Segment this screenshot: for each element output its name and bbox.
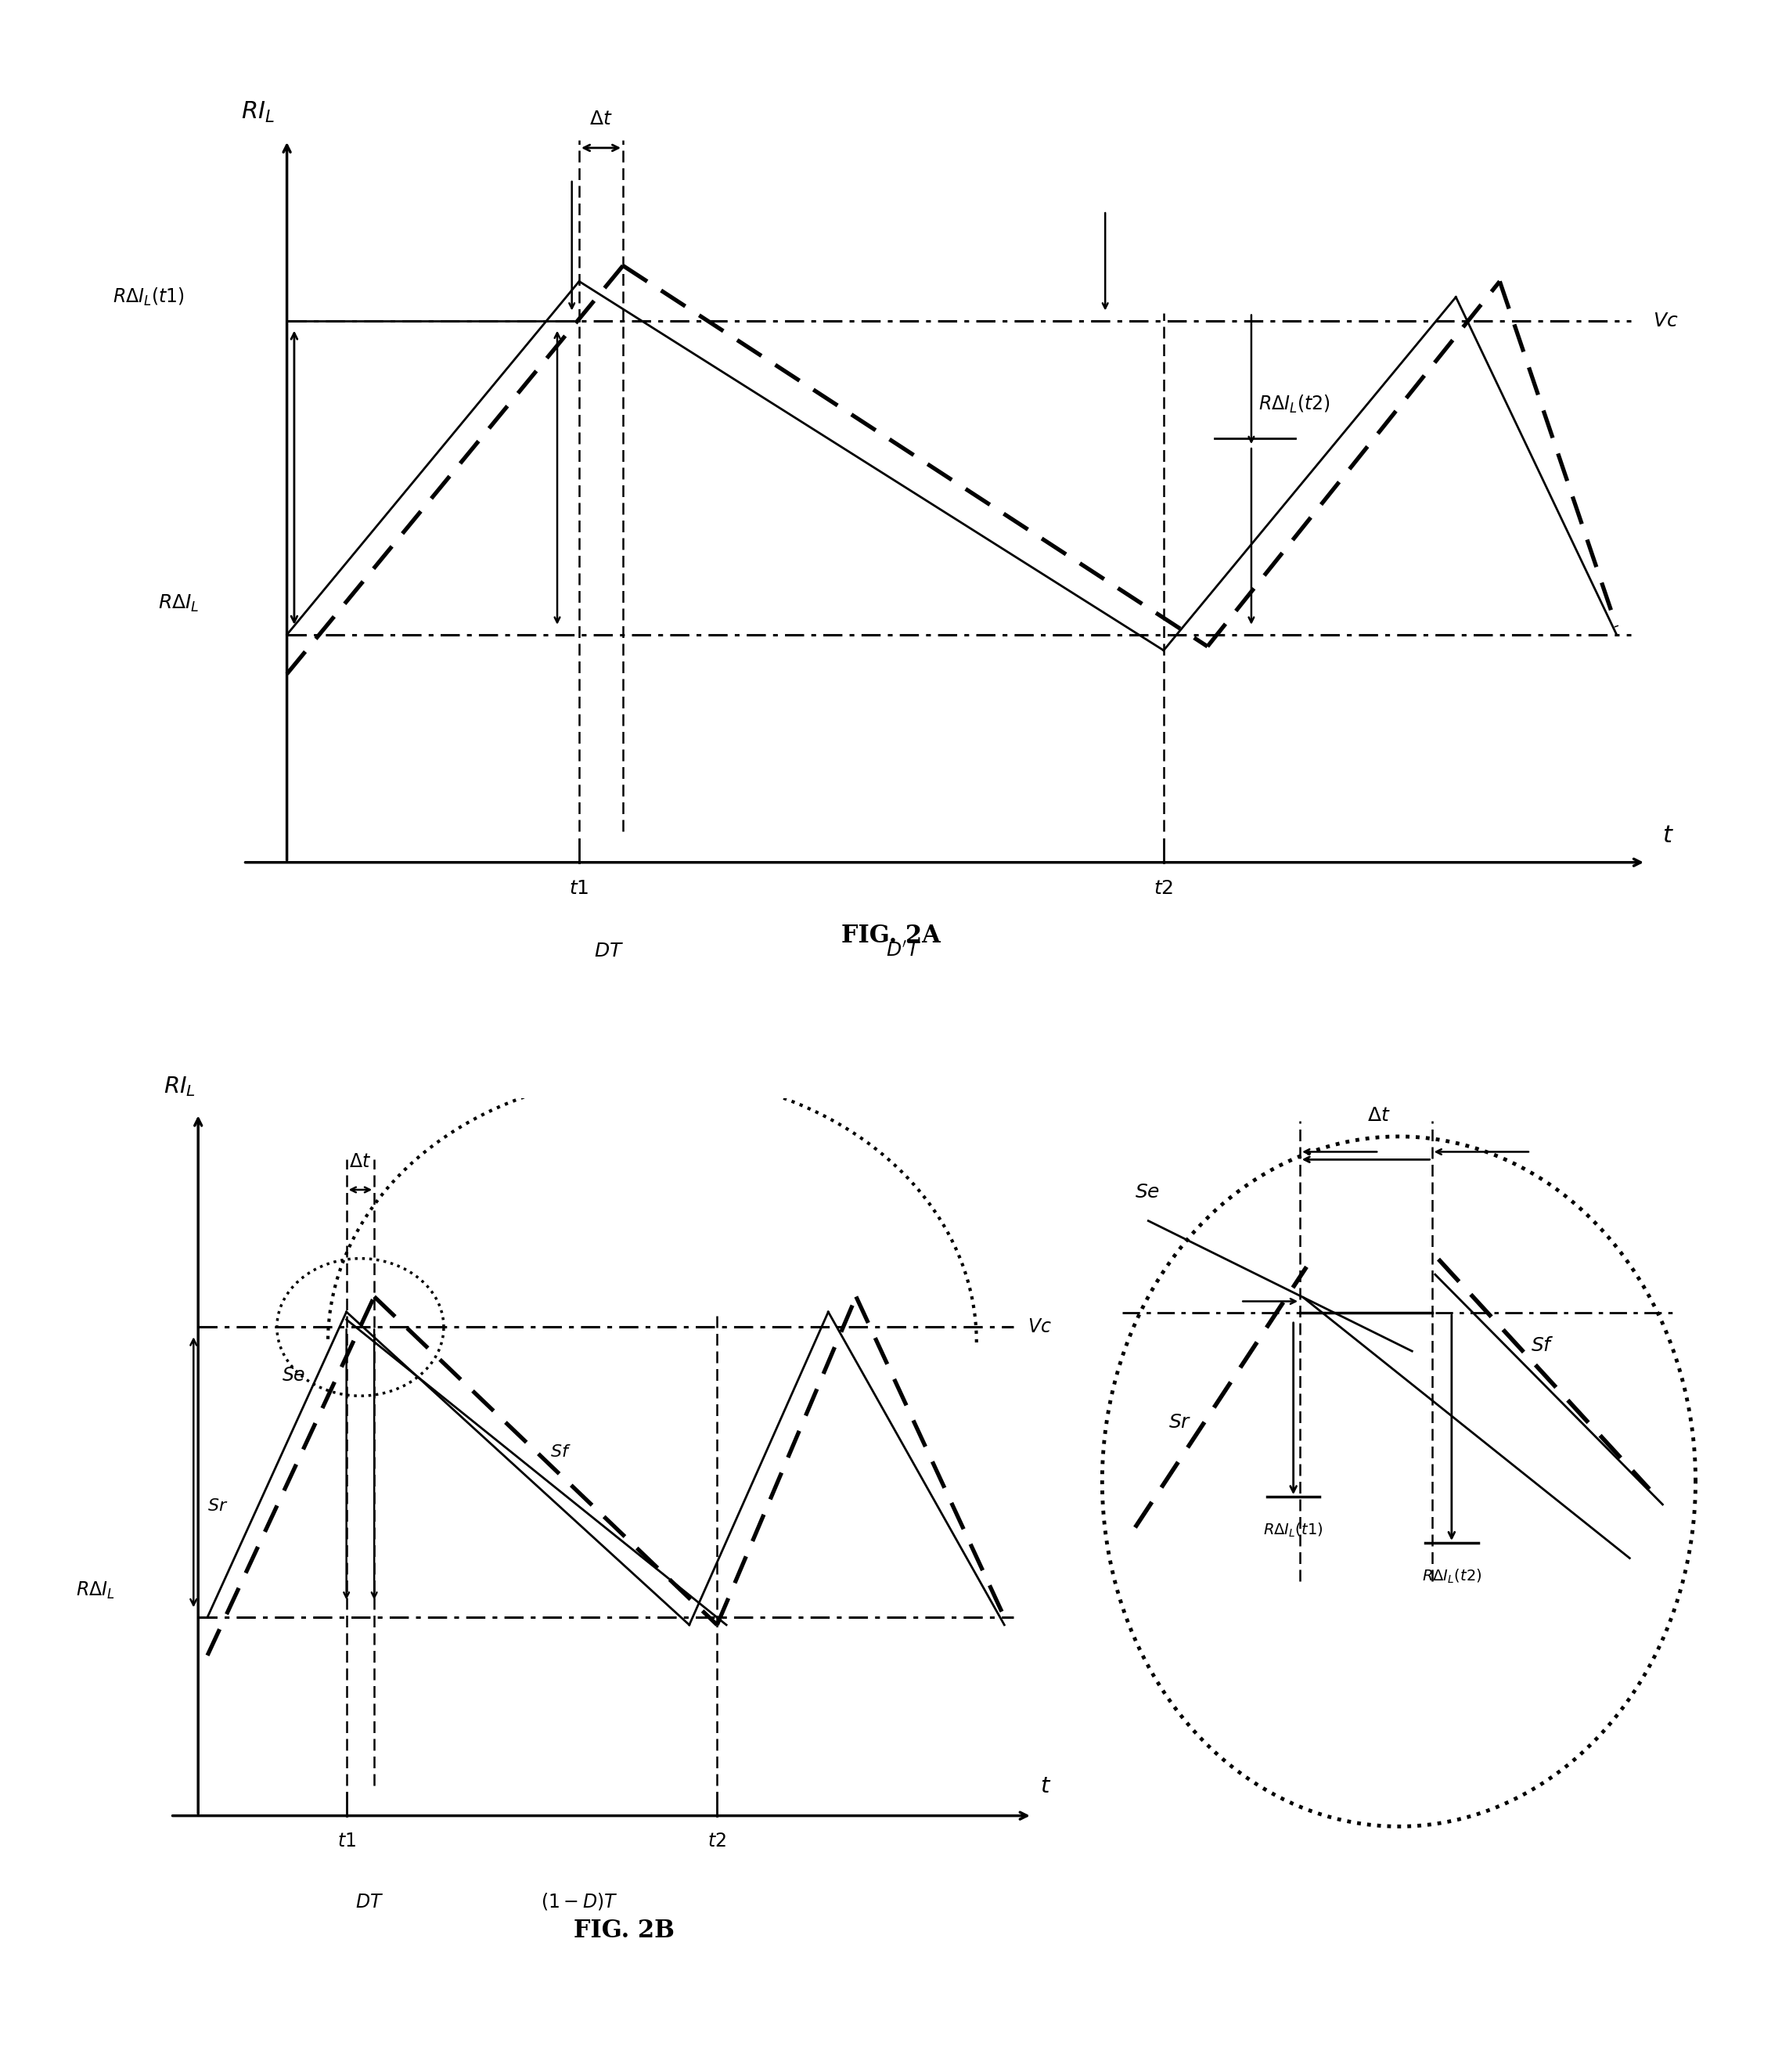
Text: $Se$: $Se$ (1135, 1183, 1160, 1202)
Text: $\Delta t$: $\Delta t$ (1367, 1106, 1390, 1125)
Text: FIG. 2B: FIG. 2B (574, 1919, 674, 1944)
Text: $R\Delta I_L$: $R\Delta I_L$ (159, 593, 200, 613)
Text: $Sf$: $Sf$ (1531, 1336, 1554, 1355)
Text: $t$: $t$ (1041, 1776, 1051, 1798)
Text: $t2$: $t2$ (1153, 879, 1174, 897)
Text: $\Delta t$: $\Delta t$ (590, 110, 613, 128)
Text: $DT$: $DT$ (356, 1892, 383, 1910)
Text: $\Delta t$: $\Delta t$ (349, 1152, 371, 1171)
Text: $t1$: $t1$ (337, 1832, 356, 1850)
Text: $D'T$: $D'T$ (886, 943, 921, 961)
Text: $Se$: $Se$ (282, 1365, 305, 1384)
Text: $Vc$: $Vc$ (1028, 1318, 1051, 1336)
Text: $R\Delta I_L(t1)$: $R\Delta I_L(t1)$ (1263, 1521, 1324, 1539)
Text: $t$: $t$ (1663, 825, 1673, 847)
Text: $Sr$: $Sr$ (1169, 1413, 1190, 1432)
Text: $RI_L$: $RI_L$ (241, 99, 274, 124)
Text: $R\Delta I_L(t1)$: $R\Delta I_L(t1)$ (112, 286, 185, 309)
Text: $R\Delta I_L(t2)$: $R\Delta I_L(t2)$ (1422, 1569, 1481, 1585)
Text: $t1$: $t1$ (568, 879, 590, 897)
Text: $RI_L$: $RI_L$ (164, 1075, 196, 1098)
Text: FIG. 2A: FIG. 2A (841, 924, 941, 949)
Text: $R\Delta I_L(t2)$: $R\Delta I_L(t2)$ (1258, 394, 1331, 414)
Text: $t2$: $t2$ (707, 1832, 727, 1850)
Text: $(1-D)T$: $(1-D)T$ (542, 1892, 618, 1912)
Text: $Sr$: $Sr$ (207, 1498, 228, 1513)
Text: $Vc$: $Vc$ (1654, 311, 1679, 329)
Text: $R\Delta I_L$: $R\Delta I_L$ (77, 1581, 114, 1602)
Text: $Sf$: $Sf$ (551, 1444, 572, 1461)
Text: $DT$: $DT$ (593, 943, 624, 961)
